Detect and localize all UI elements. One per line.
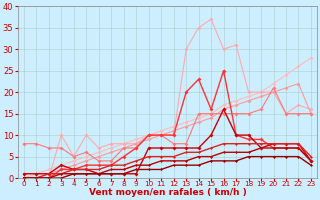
X-axis label: Vent moyen/en rafales ( km/h ): Vent moyen/en rafales ( km/h ) <box>89 188 246 197</box>
